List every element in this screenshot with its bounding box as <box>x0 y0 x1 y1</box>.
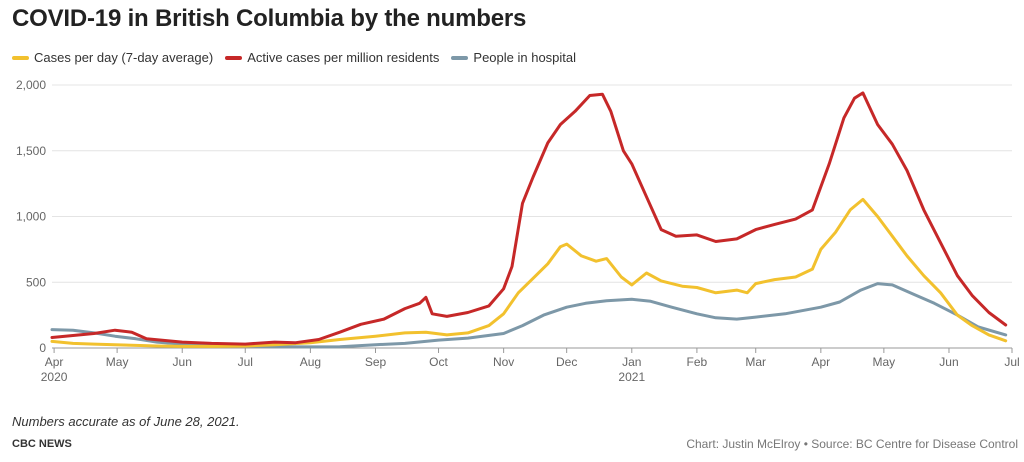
y-tick-label: 2,000 <box>16 78 46 92</box>
x-tick-label: Jan <box>622 355 641 369</box>
legend-swatch-hospital <box>451 55 469 60</box>
series-line-active <box>50 91 1008 346</box>
x-tick-label: Jul <box>238 355 253 369</box>
x-tick-label: Apr <box>811 355 830 369</box>
x-tick-label: Dec <box>556 355 577 369</box>
legend-swatch-cases <box>12 55 29 60</box>
x-tick-label: Aug <box>300 355 321 369</box>
page-title: COVID-19 in British Columbia by the numb… <box>12 5 527 32</box>
x-tick-label: Jun <box>173 355 192 369</box>
legend-label-cases: Cases per day (7-day average) <box>34 50 214 65</box>
legend-label-hospital: People in hospital <box>473 50 577 65</box>
legend-swatch-active <box>225 55 243 60</box>
legend-item-hospital: People in hospital <box>451 50 576 65</box>
x-tick-label: Nov <box>493 355 514 369</box>
x-tick-label: Feb <box>687 355 708 369</box>
chart-credit: Chart: Justin McElroy • Source: BC Centr… <box>686 437 1018 451</box>
data-note: Numbers accurate as of June 28, 2021. <box>12 414 240 429</box>
y-tick-label: 1,500 <box>16 144 46 158</box>
series-line-cases <box>50 197 1008 348</box>
x-tick-year-label: 2020 <box>41 370 68 384</box>
legend-label-active: Active cases per million residents <box>247 50 440 65</box>
series-line-hospital <box>50 282 1008 349</box>
x-tick-label: Mar <box>745 355 766 369</box>
x-tick-label: Jul <box>1004 355 1019 369</box>
publisher-label: CBC NEWS <box>12 438 72 450</box>
x-tick-label: May <box>106 355 129 369</box>
x-tick-label: Sep <box>365 355 387 369</box>
y-tick-label: 1,000 <box>16 210 46 224</box>
x-tick-label: Jun <box>939 355 958 369</box>
x-tick-label: Apr <box>45 355 64 369</box>
y-tick-label: 0 <box>39 341 46 355</box>
legend-item-cases: Cases per day (7-day average) <box>12 50 213 65</box>
x-tick-year-label: 2021 <box>618 370 645 384</box>
x-tick-label: Oct <box>429 355 448 369</box>
y-tick-label: 500 <box>26 275 46 289</box>
legend-item-active: Active cases per million residents <box>225 50 439 65</box>
chart-legend: Cases per day (7-day average) Active cas… <box>12 50 588 65</box>
x-tick-label: May <box>873 355 896 369</box>
